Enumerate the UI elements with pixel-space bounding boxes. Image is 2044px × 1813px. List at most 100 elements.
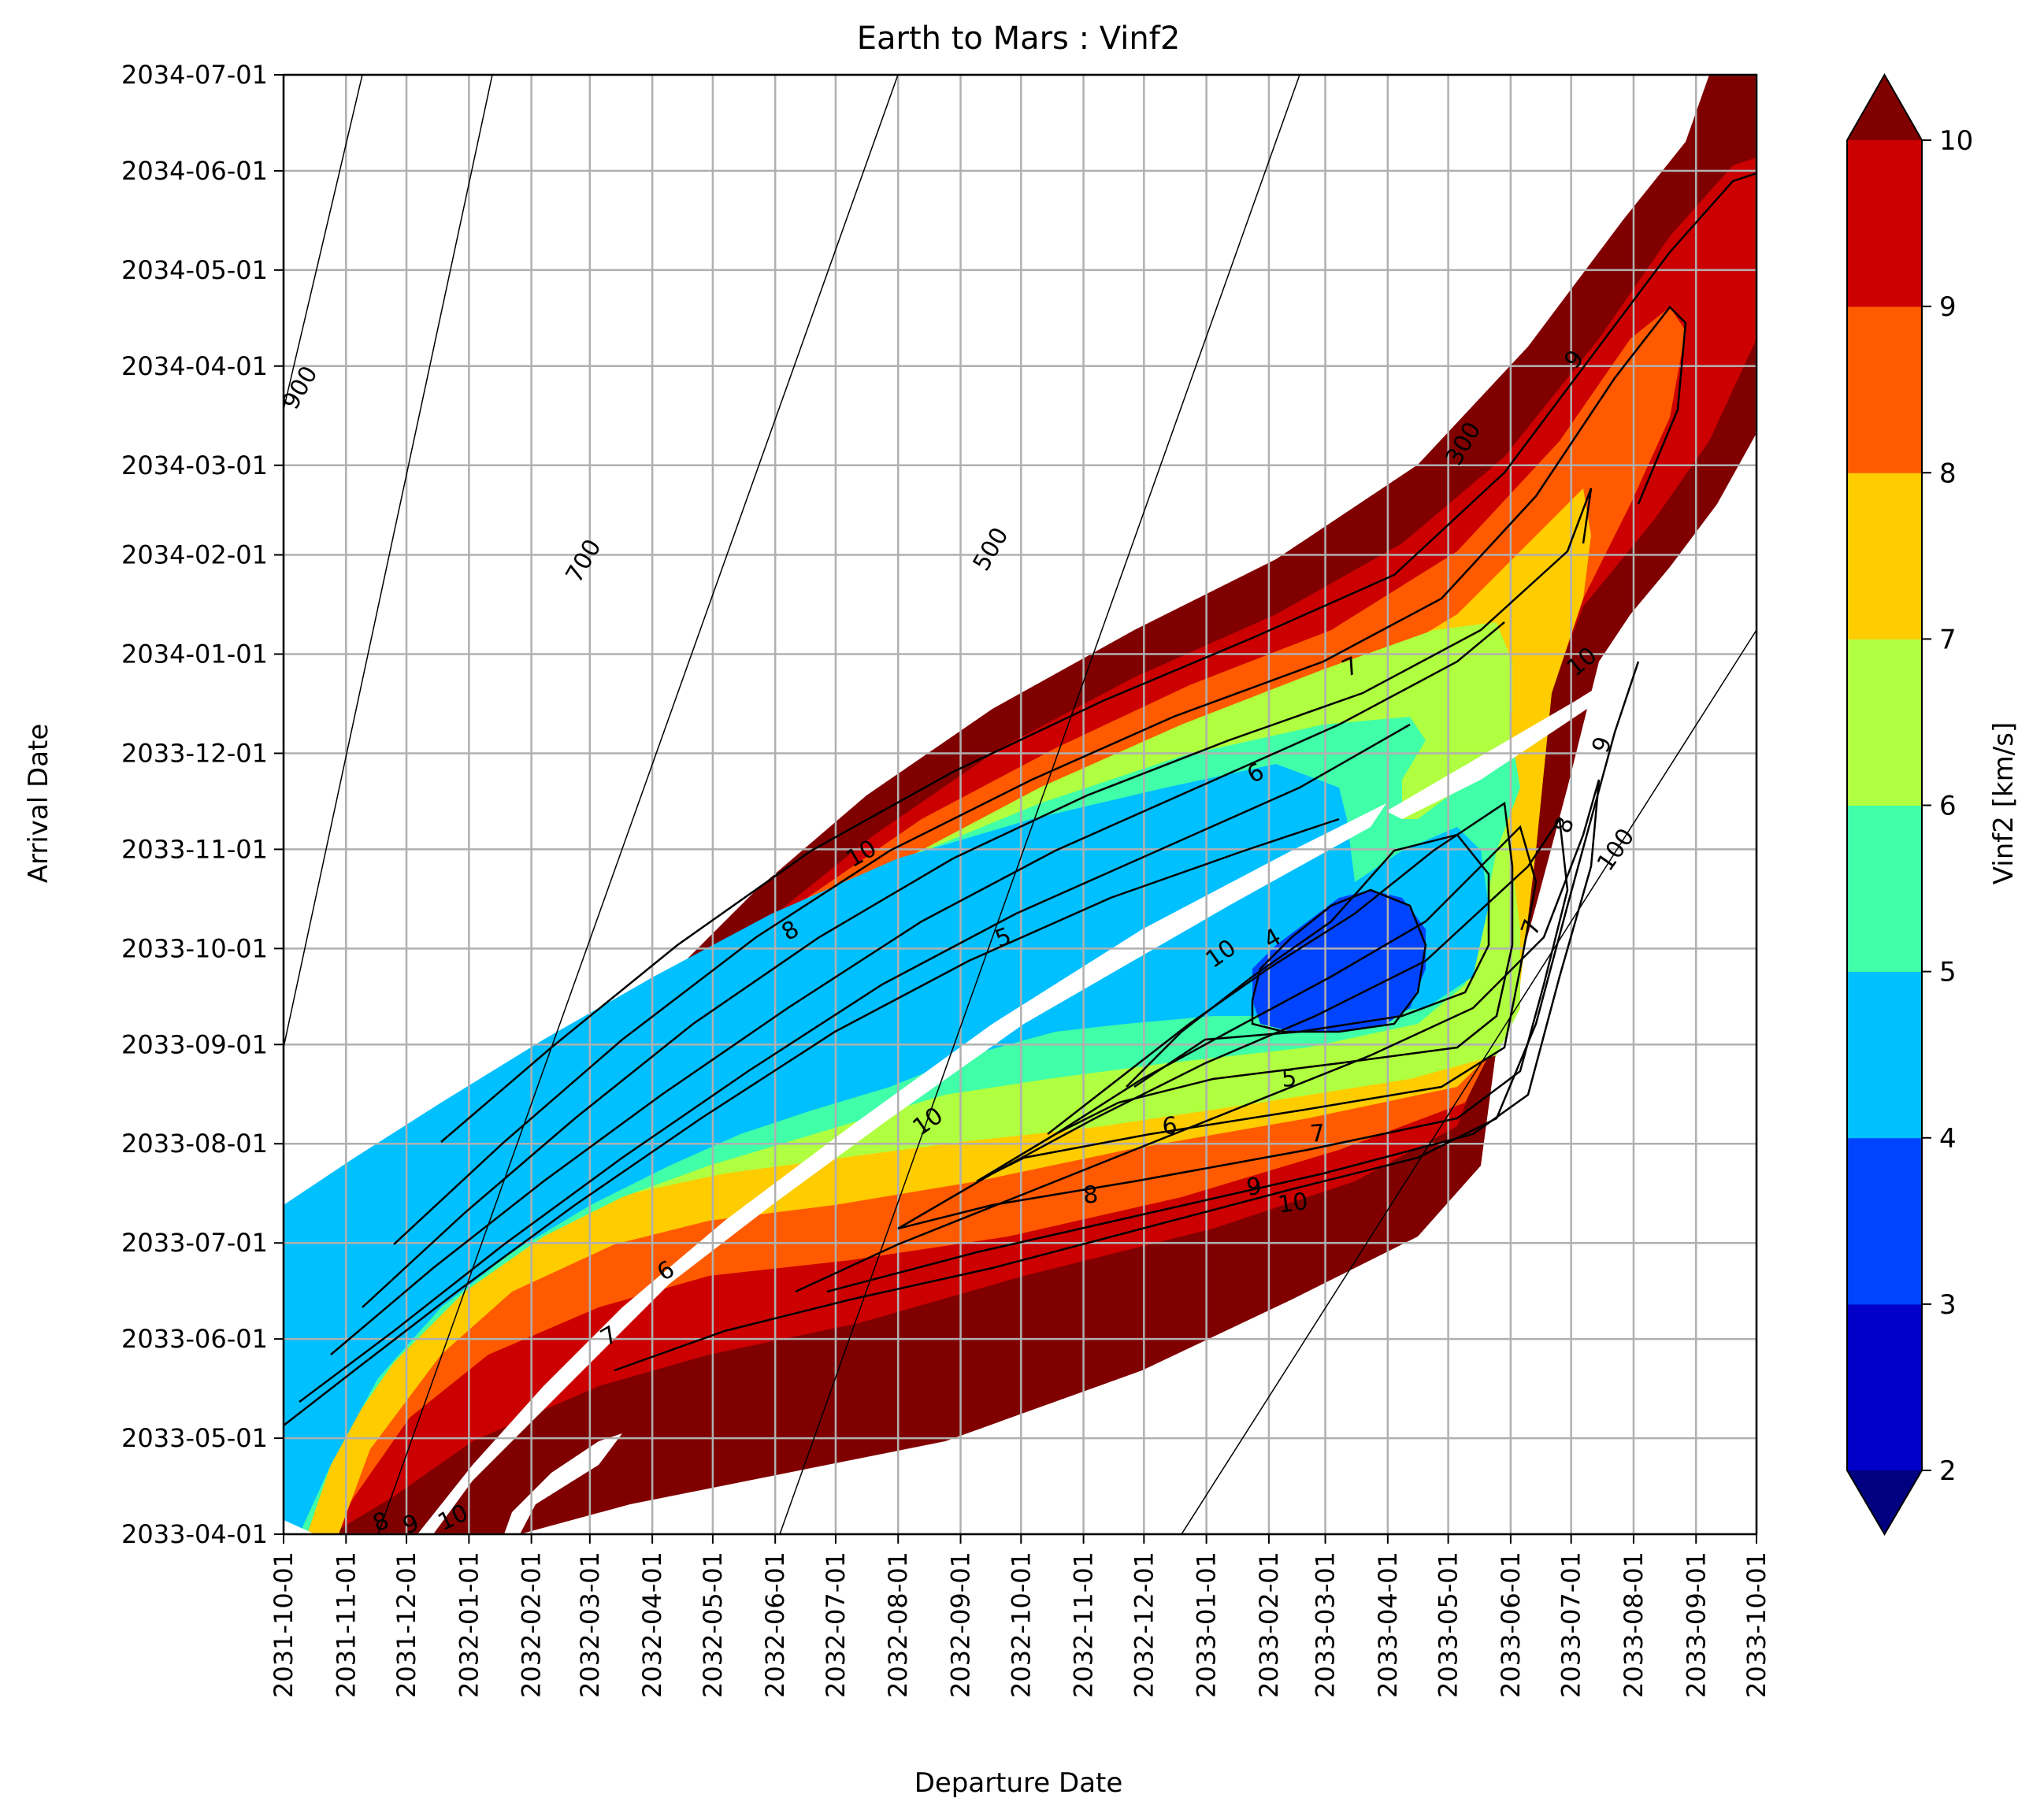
vinf-contour-5-left [284,818,1340,1426]
colorbar-segment [1847,473,1922,640]
colorbar-tick-label: 7 [1939,624,1957,655]
y-tick-label: 2033-07-01 [121,1228,268,1258]
y-tick-label: 2033-04-01 [121,1519,268,1549]
vinf-label: 6 [1162,1112,1178,1140]
y-tick-label: 2033-12-01 [121,738,268,768]
x-axis-ticks: 2031-10-01 2031-11-01 2031-12-01 2032-01-01… [269,1534,1771,1698]
x-tick-label: 2032-02-01 [517,1552,547,1698]
vinf-contour-6-lower [1047,801,1514,1136]
vinf-label: 5 [1281,1064,1298,1093]
vinf-contour-5-inner [1126,833,1490,1088]
x-tick-label: 2032-04-01 [637,1552,667,1698]
colorbar-tick-label: 9 [1939,291,1957,323]
x-tick-label: 2032-05-01 [698,1552,728,1698]
x-tick-label: 2032-07-01 [821,1552,851,1698]
x-tick-label: 2031-10-01 [269,1552,299,1698]
x-tick-label: 2033-05-01 [1434,1552,1463,1698]
vinf-contour-8-lower [897,816,1569,1230]
x-tick-label: 2033-08-01 [1619,1552,1649,1698]
x-tick-label: 2033-06-01 [1496,1552,1526,1698]
tof-label: 700 [561,535,607,588]
colorbar-tick-label: 8 [1939,458,1957,489]
plot-frame [282,73,1758,1536]
y-tick-label: 2034-03-01 [121,450,268,480]
x-tick-label: 2033-07-01 [1556,1552,1586,1698]
tof-contour-lines [284,75,1757,1534]
colorbar-segment [1847,805,1922,973]
tof-line [779,75,1300,1534]
x-tick-label: 2032-10-01 [1006,1552,1036,1698]
vinf-contour-7-lower [976,825,1538,1183]
y-tick-label: 2033-05-01 [121,1423,268,1453]
colorbar-segment [1847,639,1922,806]
y-tick-label: 2033-09-01 [121,1029,268,1059]
tof-line [1181,629,1757,1534]
tof-line [284,75,363,410]
infeasible-lower-left [504,1433,622,1534]
vinf-label: 9 [1245,1173,1263,1202]
x-tick-label: 2031-12-01 [391,1552,421,1698]
colorbar-segment [1847,140,1922,307]
y-tick-label: 2034-05-01 [121,255,268,285]
vinf-contour-9-lower [795,779,1601,1293]
chart-title-group: Earth to Mars : Vinf2 [857,20,1181,57]
y-tick-label: 2034-02-01 [121,540,268,570]
contour-field [284,75,1757,1534]
vinf-label: 8 [1082,1181,1100,1210]
tof-line [377,75,899,1534]
vinf-contour-10-lower [614,661,1640,1372]
y-tick-label: 2034-07-01 [121,60,268,90]
x-tick-label: 2033-01-01 [1192,1552,1222,1698]
contour-band-4-5 [284,764,1489,1534]
y-tick-label: 2034-06-01 [121,156,268,186]
tof-line [284,75,493,1048]
x-tick-label: 2033-09-01 [1681,1552,1711,1698]
x-axis-label: Departure Date [914,1767,1123,1799]
colorbar-under-arrow [1847,1470,1922,1534]
x-tick-label: 2033-04-01 [1373,1552,1403,1698]
y-axis-label: Arrival Date [23,724,54,884]
infeasible-corner [284,1520,315,1534]
vinf-label: 10 [1276,1188,1310,1219]
chart-title: Earth to Mars : Vinf2 [857,20,1181,57]
infeasible-gap-2 [1386,662,1646,819]
y-axis-ticks: 2033-04-01 2033-05-01 2033-06-01 2033-07-01… [121,60,284,1549]
vinf-contour-8-upper [362,488,1593,1308]
vinf-contour-4-inner [1251,888,1427,1033]
colorbar: 2 3 4 5 6 7 8 9 10 [1846,72,1973,1536]
colorbar-over-arrow [1847,75,1922,140]
x-tick-label: 2033-10-01 [1742,1552,1771,1698]
colorbar-segment [1847,1303,1922,1471]
x-tick-label: 2032-12-01 [1129,1552,1159,1698]
colorbar-tick-label: 6 [1939,791,1957,822]
colorbar-tick-label: 5 [1939,957,1957,988]
vinf-contour-10-upper [440,172,1757,1143]
x-tick-label: 2032-03-01 [575,1552,605,1698]
grid-lines [282,73,1758,1536]
vinf-contour-6-upper [299,723,1411,1403]
x-tick-label: 2032-08-01 [883,1552,913,1698]
y-tick-label: 2033-11-01 [121,834,268,864]
x-tick-label: 2033-03-01 [1311,1552,1341,1698]
vinf-label: 7 [1309,1119,1326,1148]
vinf-contour-9-upper [393,306,1687,1245]
colorbar-tick-label: 3 [1939,1289,1957,1321]
x-tick-label: 2032-06-01 [760,1552,790,1698]
tof-label: 500 [968,523,1015,576]
colorbar-segment [1847,1137,1922,1305]
y-tick-label: 2033-10-01 [121,933,268,963]
x-tick-label: 2033-02-01 [1254,1552,1284,1698]
x-tick-label: 2032-01-01 [454,1552,484,1698]
colorbar-tick-label: 10 [1939,125,1973,157]
colorbar-segment [1847,971,1922,1139]
y-tick-label: 2033-08-01 [121,1129,268,1159]
x-tick-label: 2032-09-01 [946,1552,976,1698]
vinf-contour-7-upper [330,621,1505,1355]
colorbar-label: Vinf2 [km/s] [1988,722,2020,884]
y-tick-label: 2034-04-01 [121,351,268,381]
x-tick-label: 2031-11-01 [331,1552,361,1698]
x-tick-label: 2032-11-01 [1069,1552,1099,1698]
y-tick-label: 2034-01-01 [121,640,268,669]
